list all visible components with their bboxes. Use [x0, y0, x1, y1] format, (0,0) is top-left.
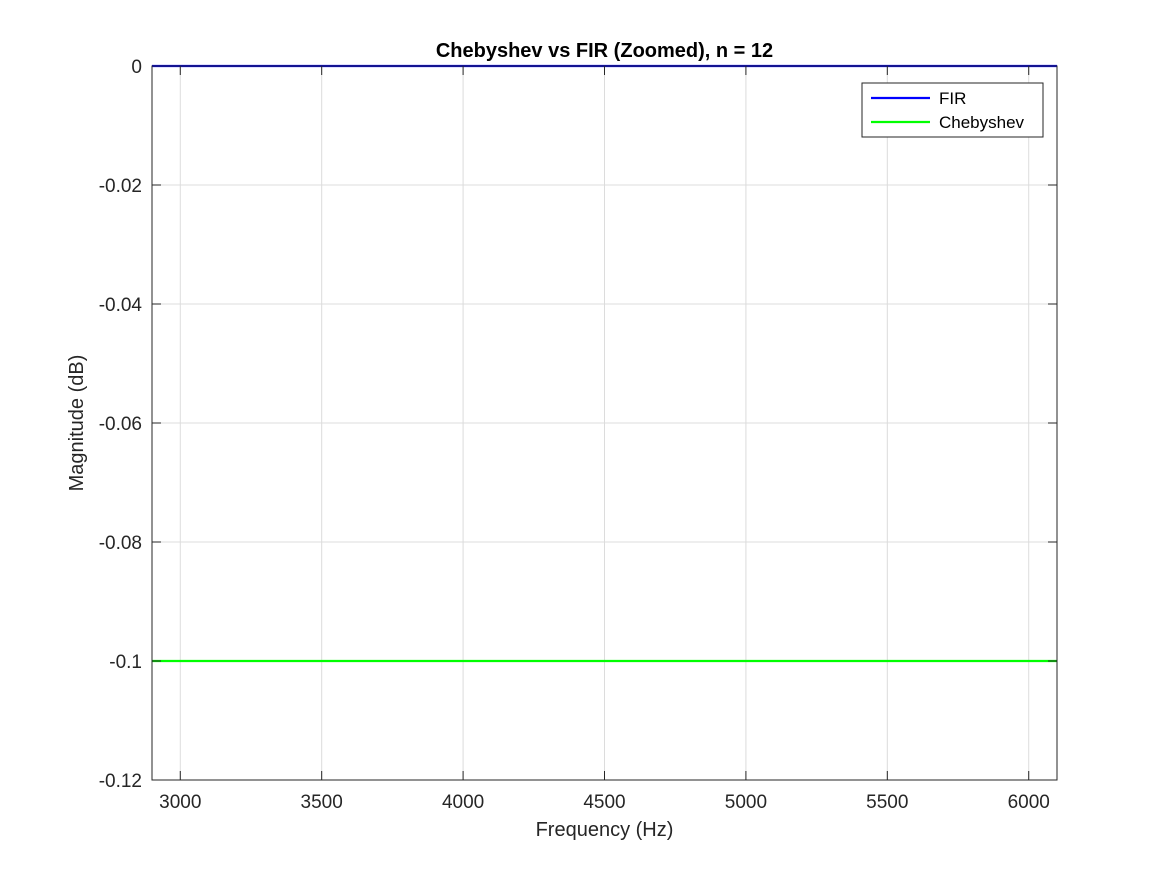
- x-tick-label: 4500: [583, 792, 625, 813]
- x-tick-label: 5000: [725, 792, 767, 813]
- x-axis-label: Frequency (Hz): [536, 819, 674, 841]
- legend-label-chebyshev: Chebyshev: [939, 113, 1025, 132]
- x-tick-label: 4000: [442, 792, 484, 813]
- y-tick-label: -0.1: [109, 652, 142, 673]
- y-axis-label: Magnitude (dB): [66, 355, 88, 492]
- x-tick-label: 5500: [866, 792, 908, 813]
- y-tick-label: -0.06: [99, 414, 142, 435]
- y-tick-label: -0.08: [99, 533, 142, 554]
- y-tick-label: -0.02: [99, 176, 142, 197]
- legend-box: [861, 82, 1044, 138]
- legend-label-fir: FIR: [939, 89, 966, 108]
- legend: FIR Chebyshev: [861, 82, 1044, 138]
- x-tick-label: 3500: [301, 792, 343, 813]
- ticks: 3000 3500 4000 4500 5000 5500 6000 0 -0.02 -0.04 -…: [99, 57, 1057, 813]
- y-tick-label: 0: [131, 57, 142, 78]
- x-tick-label: 6000: [1008, 792, 1050, 813]
- y-tick-label: -0.12: [99, 771, 142, 792]
- x-tick-label: 3000: [159, 792, 201, 813]
- chart-title: Chebyshev vs FIR (Zoomed), n = 12: [436, 40, 773, 62]
- y-tick-label: -0.04: [99, 295, 143, 316]
